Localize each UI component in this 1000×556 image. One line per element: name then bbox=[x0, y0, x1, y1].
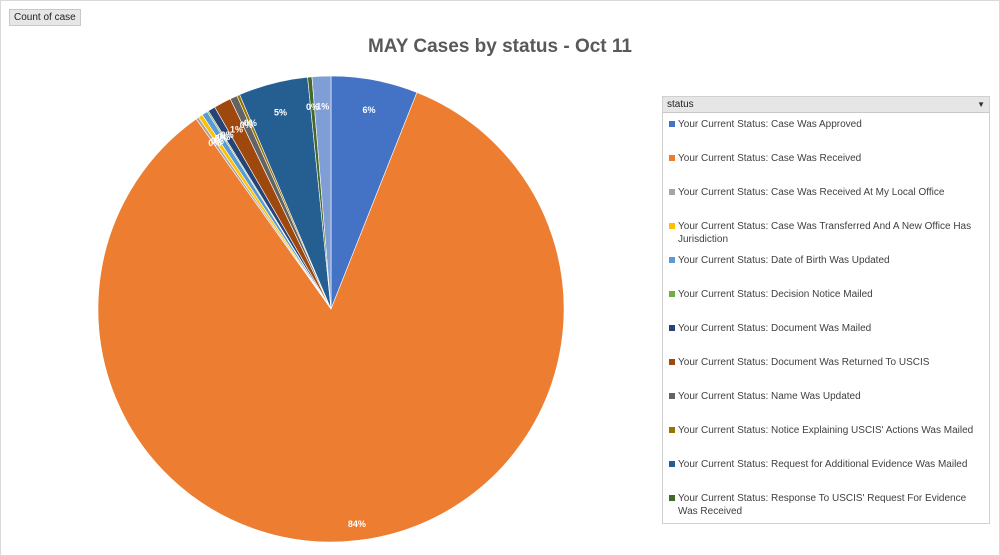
pie-data-label-10: 5% bbox=[274, 108, 287, 118]
pie-data-label-3: 0% bbox=[211, 136, 224, 146]
legend-item[interactable]: Your Current Status: Name Was Updated bbox=[669, 390, 985, 403]
legend-label: Your Current Status: Request for Additio… bbox=[678, 459, 968, 470]
legend-label: Your Current Status: Name Was Updated bbox=[678, 391, 861, 402]
legend-item[interactable]: Your Current Status: Date of Birth Was U… bbox=[669, 254, 985, 267]
legend-item[interactable]: Your Current Status: Document Was Return… bbox=[669, 356, 985, 369]
legend-swatch bbox=[669, 393, 675, 399]
legend-swatch bbox=[669, 223, 675, 229]
pie-slice-12[interactable] bbox=[311, 75, 332, 310]
legend-swatch bbox=[669, 121, 675, 127]
legend-item[interactable]: Your Current Status: Response To USCIS' … bbox=[669, 492, 985, 518]
count-of-case-field-button[interactable]: Count of case bbox=[9, 9, 81, 26]
legend-swatch bbox=[669, 325, 675, 331]
legend-swatch bbox=[669, 359, 675, 365]
legend-item[interactable]: Your Current Status: Case Was Transferre… bbox=[669, 220, 985, 246]
pie-data-label-6: 0% bbox=[221, 130, 234, 140]
legend-label: Your Current Status: Case Was Received bbox=[678, 153, 862, 164]
legend-label: Your Current Status: Document Was Return… bbox=[678, 357, 930, 368]
legend-item[interactable]: Your Current Status: Request for Additio… bbox=[669, 458, 985, 471]
legend-label: Your Current Status: Notice Explaining U… bbox=[678, 425, 974, 436]
pie-data-label-9: 0% bbox=[244, 118, 257, 128]
legend-item[interactable]: Your Current Status: Decision Notice Mai… bbox=[669, 288, 985, 301]
legend-item[interactable]: Your Current Status: Case Was Received bbox=[669, 152, 985, 165]
pie-data-label-4: 0% bbox=[215, 134, 228, 144]
chart-title: MAY Cases by status - Oct 11 bbox=[367, 36, 632, 57]
pie-data-label-2: 0% bbox=[208, 138, 221, 148]
pie-data-label-1: 84% bbox=[348, 519, 366, 529]
legend-status-filter[interactable]: status ▼ bbox=[663, 97, 989, 113]
legend-label: Your Current Status: Case Was Received A… bbox=[678, 187, 945, 198]
legend-label: Your Current Status: Decision Notice Mai… bbox=[678, 289, 873, 300]
legend-label: Your Current Status: Document Was Mailed bbox=[678, 323, 872, 334]
legend-label: Your Current Status: Response To USCIS' … bbox=[678, 493, 967, 517]
legend-panel: status ▼ Your Current Status: Case Was A… bbox=[662, 96, 990, 524]
legend-label: Your Current Status: Case Was Approved bbox=[678, 119, 862, 130]
legend-item[interactable]: Your Current Status: Document Was Mailed bbox=[669, 322, 985, 335]
pie-data-label-12: 1% bbox=[316, 101, 329, 111]
legend-swatch bbox=[669, 495, 675, 501]
legend-label: Your Current Status: Date of Birth Was U… bbox=[678, 255, 890, 266]
pie-slice-1[interactable] bbox=[97, 92, 565, 543]
legend-swatch bbox=[669, 189, 675, 195]
legend-item[interactable]: Your Current Status: Case Was Approved bbox=[669, 118, 985, 131]
legend-item[interactable]: Your Current Status: Notice Explaining U… bbox=[669, 424, 985, 437]
dropdown-arrow-icon[interactable]: ▼ bbox=[977, 100, 985, 109]
pie-data-label-5: 0% bbox=[217, 132, 230, 142]
legend-swatch bbox=[669, 155, 675, 161]
legend-swatch bbox=[669, 427, 675, 433]
legend-item[interactable]: Your Current Status: Case Was Received A… bbox=[669, 186, 985, 199]
legend-swatch bbox=[669, 461, 675, 467]
pie-data-label-8: 0% bbox=[240, 120, 253, 130]
pie-data-label-0: 6% bbox=[363, 105, 376, 115]
pie-data-label-7: 1% bbox=[230, 125, 243, 135]
legend-swatch bbox=[669, 257, 675, 263]
legend-header-label: status bbox=[667, 99, 694, 110]
legend-swatch bbox=[669, 291, 675, 297]
pie-data-label-11: 0% bbox=[306, 102, 319, 112]
legend-label: Your Current Status: Case Was Transferre… bbox=[678, 221, 972, 245]
